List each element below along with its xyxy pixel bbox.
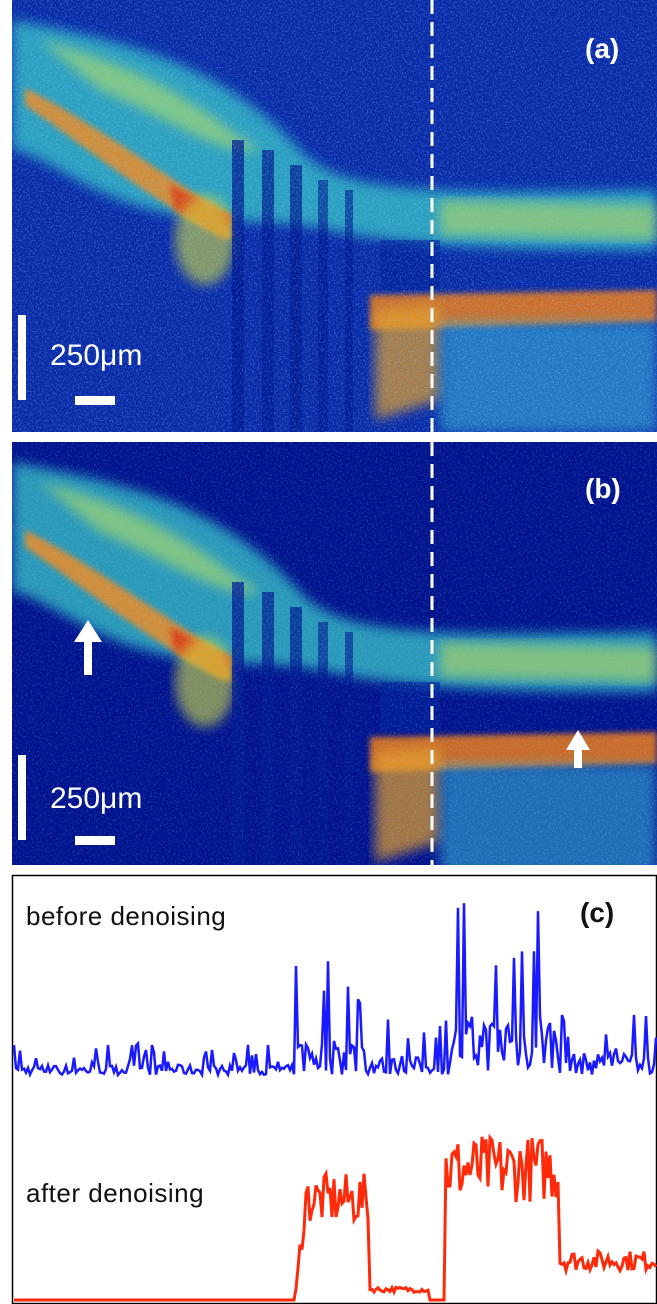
panel-a-image [12, 0, 657, 432]
scale-bar-horizontal [75, 396, 115, 405]
trace-label: before denoising [26, 901, 226, 931]
panel-label: (c) [580, 897, 614, 928]
plot-frame [11, 874, 657, 1304]
scale-label: 250μm [50, 339, 142, 372]
scale-label: 250μm [50, 782, 142, 815]
panel-label: (b) [585, 473, 621, 504]
scale-bar-vertical [18, 755, 26, 840]
trace-after [14, 1133, 657, 1302]
arrow [74, 620, 102, 675]
scale-bar-horizontal [75, 836, 115, 845]
arrow [566, 730, 590, 768]
trace-label: after denoising [26, 1178, 204, 1208]
panel-b-image [12, 442, 657, 865]
scale-bar-vertical [18, 315, 26, 400]
trace-before [12, 903, 657, 1079]
panel-label: (a) [585, 33, 619, 64]
